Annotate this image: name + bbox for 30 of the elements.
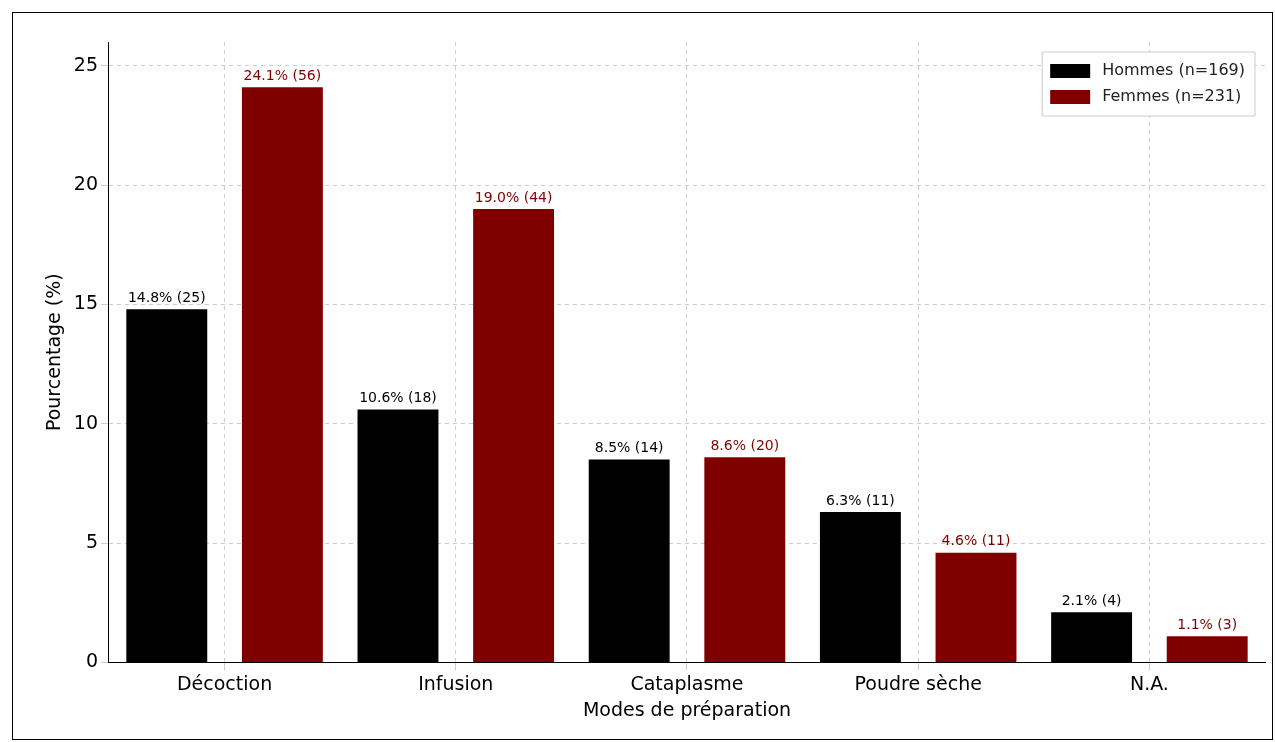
bar (1166, 636, 1248, 662)
data-label: 2.1% (4) (1061, 591, 1122, 608)
y-tick-label: 20 (73, 172, 98, 195)
data-label: 8.5% (14) (594, 439, 664, 456)
bar (473, 209, 555, 662)
bar (241, 87, 323, 662)
x-tick-label: Décoction (176, 671, 273, 694)
y-tick-label: 5 (85, 530, 98, 553)
legend-label: Femmes (n=231) (1102, 86, 1242, 106)
bar (935, 552, 1017, 662)
data-label: 1.1% (3) (1177, 615, 1238, 632)
x-tick-label: Poudre sèche (854, 671, 982, 694)
data-label: 24.1% (56) (243, 66, 322, 83)
data-label: 19.0% (44) (474, 188, 553, 205)
data-label: 8.6% (20) (710, 436, 780, 453)
bar (704, 457, 786, 662)
data-label: 14.8% (25) (127, 288, 206, 305)
legend-label: Hommes (n=169) (1102, 60, 1245, 80)
data-label: 6.3% (11) (826, 491, 895, 508)
y-tick-label: 10 (73, 410, 98, 433)
y-tick-label: 25 (73, 52, 98, 75)
x-axis-title: Modes de préparation (582, 697, 792, 720)
y-tick-label: 15 (73, 291, 98, 314)
data-label: 10.6% (18) (359, 389, 437, 406)
data-label: 4.6% (11) (941, 532, 1011, 549)
x-tick-label: Cataplasme (630, 671, 744, 694)
y-axis-title: Pourcentage (%) (42, 273, 65, 432)
y-tick-label: 0 (85, 649, 98, 672)
x-tick-label: N.A. (1129, 671, 1169, 694)
x-tick-label: Infusion (418, 671, 494, 694)
